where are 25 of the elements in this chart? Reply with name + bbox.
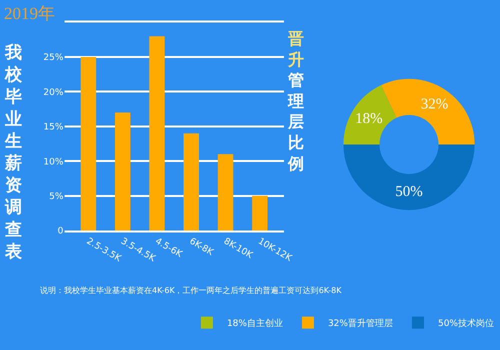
bar xyxy=(184,133,199,230)
bar xyxy=(252,196,268,230)
y-tick-label: 25% xyxy=(43,53,64,64)
bar xyxy=(149,36,165,230)
data-label: 18% xyxy=(355,111,383,127)
y-tick-label: 20% xyxy=(43,88,64,98)
donut-slice xyxy=(343,85,396,144)
bar xyxy=(114,112,130,230)
bar xyxy=(218,154,234,230)
text: 说明：我校学生毕业基本薪资在4K-6K，工作一两年之后学生的普遍工资可达到6K-8K xyxy=(40,286,342,295)
y-tick-label: 15% xyxy=(43,122,64,133)
donut-slice xyxy=(381,79,475,144)
data-label: 32% xyxy=(420,96,448,112)
donut-slice xyxy=(343,144,475,210)
chart-subtitle: 2019年 xyxy=(4,4,55,23)
y-tick-label: 10% xyxy=(43,157,64,168)
y-tick-label: 0 xyxy=(58,226,64,237)
legend-label: 32%晋升管理层 xyxy=(328,318,393,330)
data-label: 50% xyxy=(395,184,423,200)
legend-label: 18%自主创业 xyxy=(226,318,283,330)
bar xyxy=(80,57,96,230)
y-tick-label: 5% xyxy=(49,192,64,202)
legend-label: 50%技术岗位 xyxy=(438,318,494,330)
chart-title: 我校毕业生薪资调查表 xyxy=(5,43,22,261)
text: 晋升管理层比例 xyxy=(287,30,304,173)
